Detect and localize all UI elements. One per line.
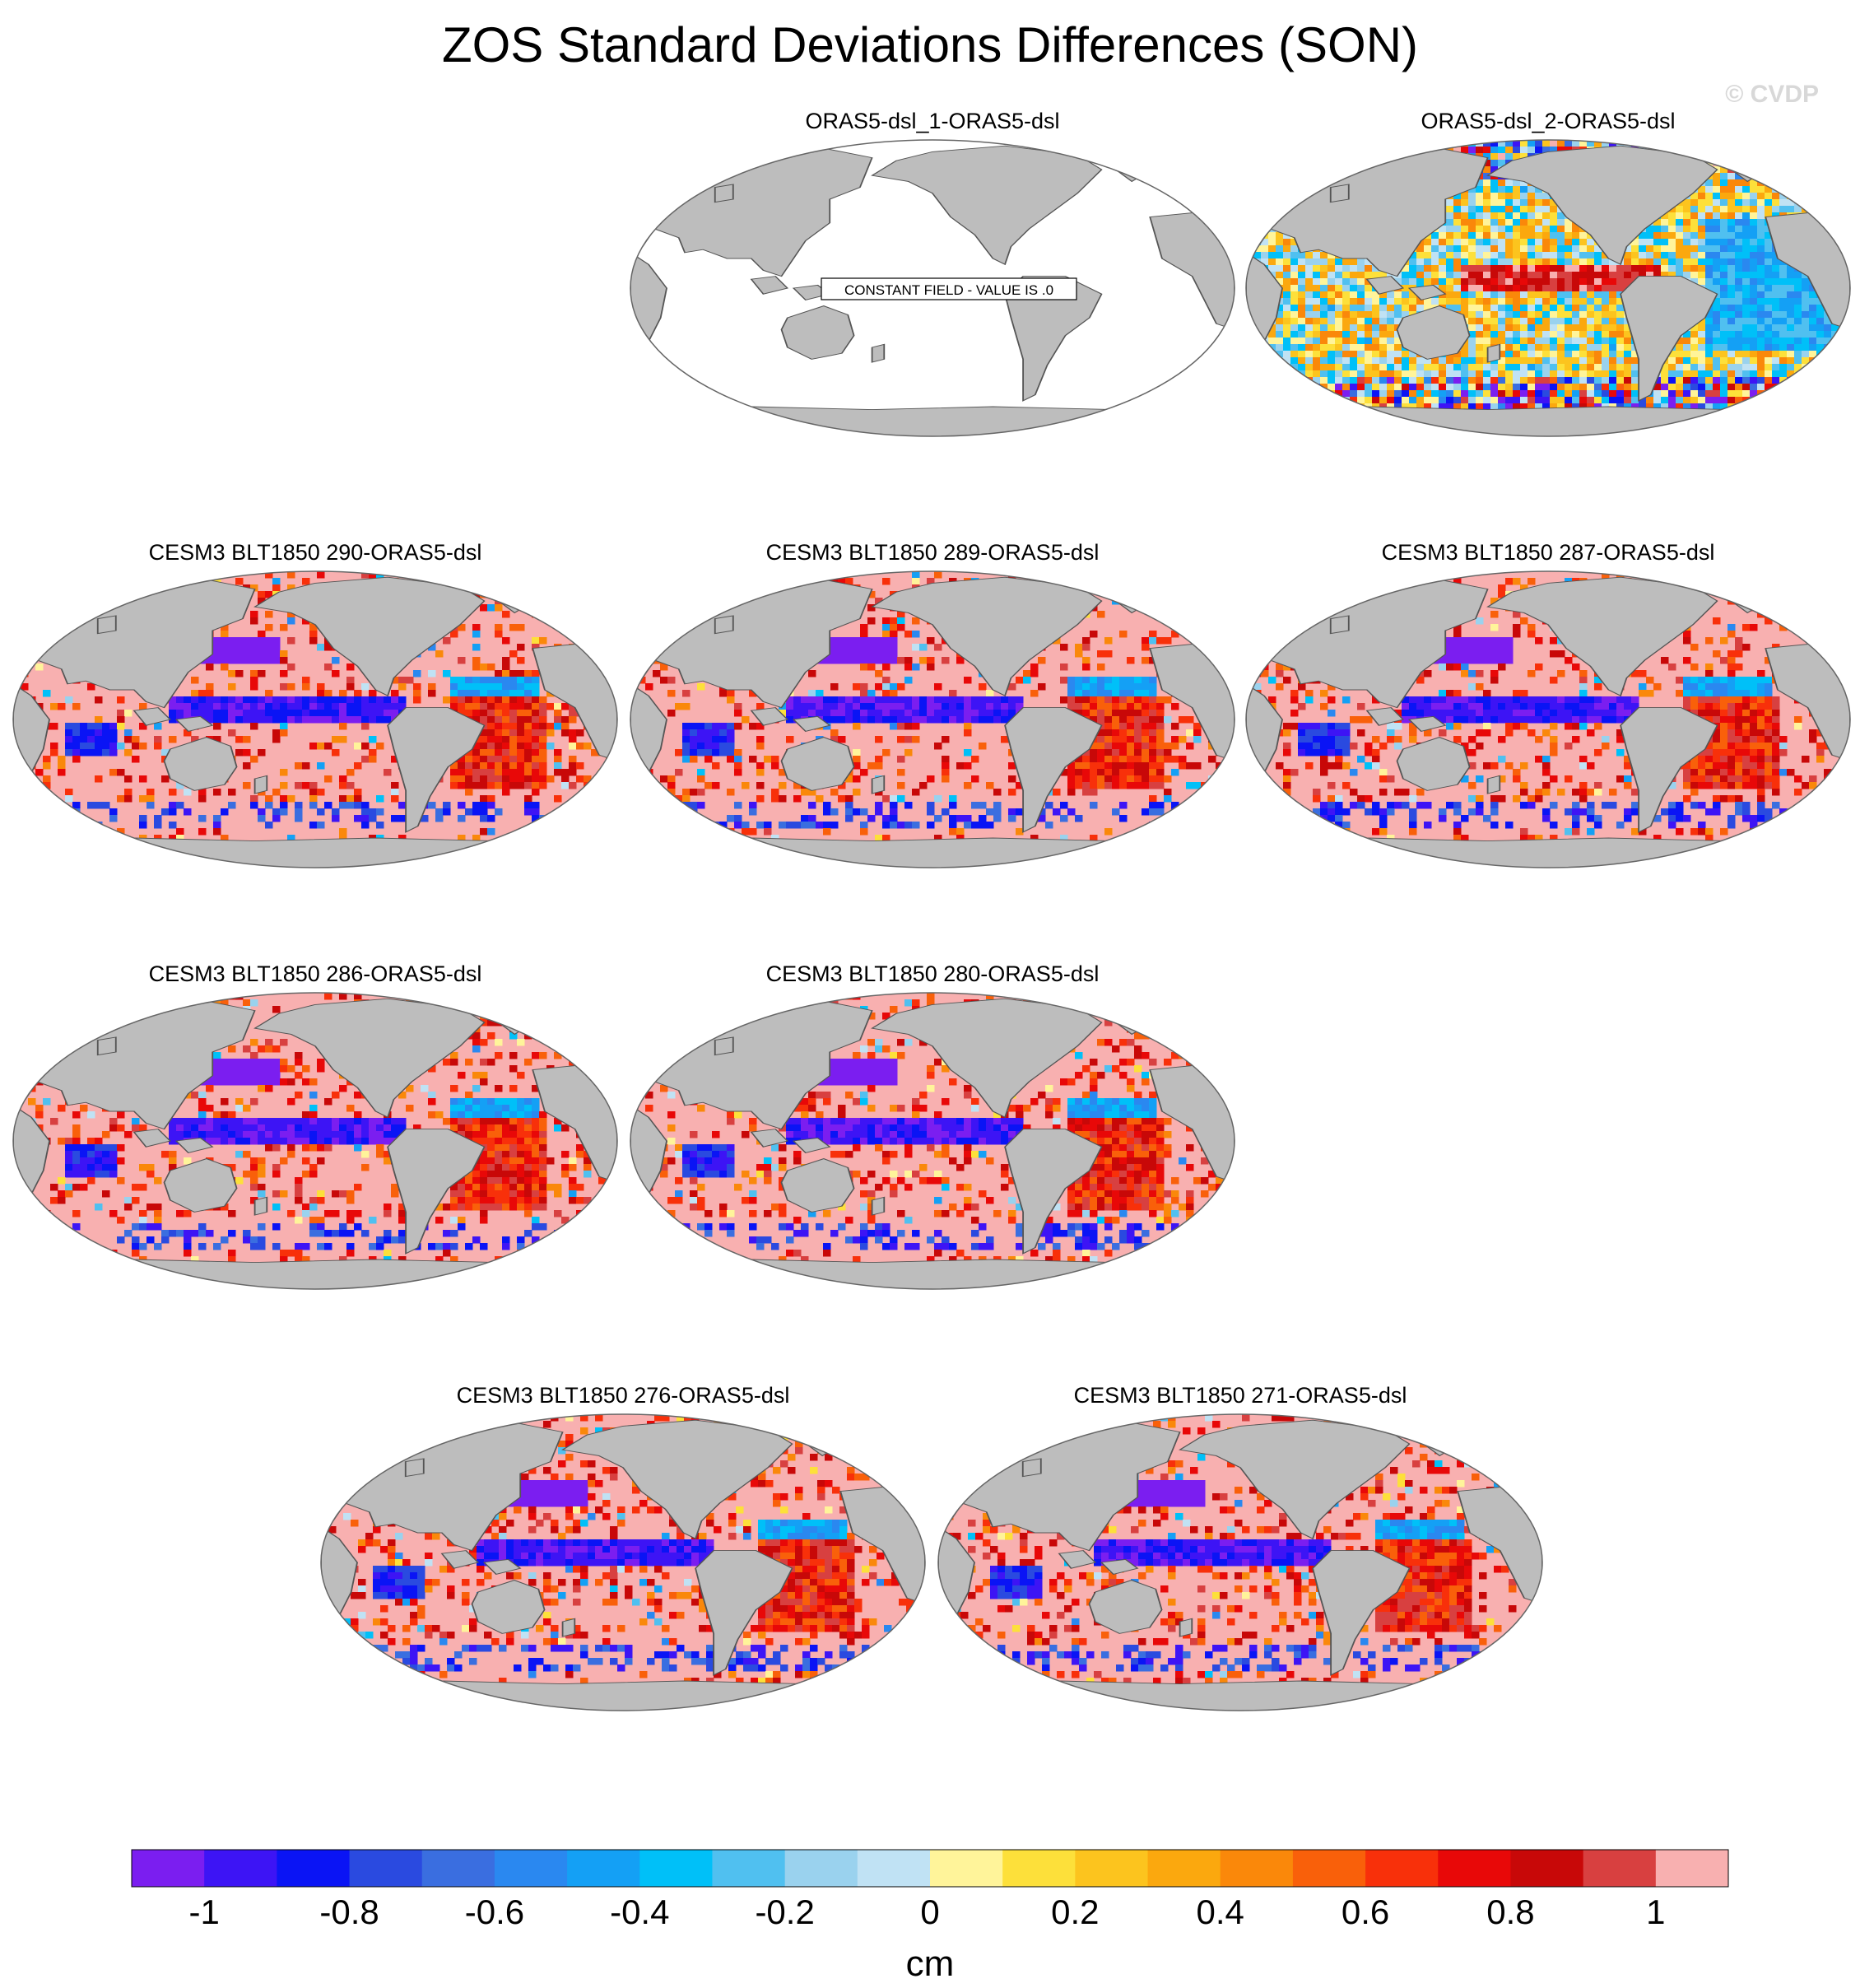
colorbar-tick-label: 0 xyxy=(920,1893,939,1931)
map-panels: ORAS5-dsl_1-ORAS5-dsl CONSTANT FIELD - VA… xyxy=(12,109,1851,1711)
panel-title: ORAS5-dsl_1-ORAS5-dsl xyxy=(805,109,1059,133)
colorbar-swatch xyxy=(1147,1850,1221,1887)
map-panel: CESM3 BLT1850 287-ORAS5-dsl xyxy=(1245,540,1851,868)
map-field xyxy=(938,1414,1542,1711)
map-panel: CESM3 BLT1850 286-ORAS5-dsl xyxy=(12,961,618,1290)
colorbar-tick-label: -0.6 xyxy=(465,1893,524,1931)
map-panel: CESM3 BLT1850 280-ORAS5-dsl xyxy=(630,961,1235,1290)
colorbar-swatch xyxy=(494,1850,568,1887)
map-panel: CESM3 BLT1850 289-ORAS5-dsl xyxy=(630,540,1235,868)
map-field xyxy=(630,571,1235,868)
colorbar-swatch xyxy=(1365,1850,1439,1887)
colorbar-swatch xyxy=(567,1850,640,1887)
panel-title: CESM3 BLT1850 286-ORAS5-dsl xyxy=(149,961,482,986)
panel-title: CESM3 BLT1850 271-ORAS5-dsl xyxy=(1074,1383,1407,1408)
colorbar-swatch xyxy=(421,1850,495,1887)
colorbar-tick-label: -1 xyxy=(189,1893,220,1931)
colorbar-swatch xyxy=(857,1850,931,1887)
map-panel: CESM3 BLT1850 290-ORAS5-dsl xyxy=(12,540,618,868)
constant-field-note: CONSTANT FIELD - VALUE IS .0 xyxy=(844,282,1053,298)
panel-title: CESM3 BLT1850 289-ORAS5-dsl xyxy=(766,540,1100,565)
panel-title: CESM3 BLT1850 276-ORAS5-dsl xyxy=(457,1383,790,1408)
colorbar-swatch xyxy=(1002,1850,1076,1887)
panel-title: CESM3 BLT1850 287-ORAS5-dsl xyxy=(1382,540,1715,565)
panel-title: CESM3 BLT1850 280-ORAS5-dsl xyxy=(766,961,1100,986)
colorbar-swatch xyxy=(1510,1850,1584,1887)
figure-title: ZOS Standard Deviations Differences (SON… xyxy=(442,17,1418,72)
map-panel: ORAS5-dsl_1-ORAS5-dsl CONSTANT FIELD - VA… xyxy=(630,109,1235,437)
colorbar-tick-label: -0.8 xyxy=(319,1893,379,1931)
colorbar: -1 -0.8 -0.6 -0.4 -0.2 0 0.2 0.4 0.6 0.8 1 xyxy=(131,1849,1729,1931)
colorbar-tick-label: 0.8 xyxy=(1486,1893,1534,1931)
colorbar-swatch xyxy=(639,1850,713,1887)
colorbar-unit-label: cm xyxy=(906,1944,955,1984)
colorbar-swatch xyxy=(930,1850,1003,1887)
colorbar-tick-label: -0.4 xyxy=(610,1893,669,1931)
panel-title: CESM3 BLT1850 290-ORAS5-dsl xyxy=(149,540,482,565)
colorbar-swatch xyxy=(784,1850,858,1887)
map-panel: ORAS5-dsl_2-ORAS5-dsl xyxy=(1245,109,1851,437)
colorbar-swatch xyxy=(1075,1850,1149,1887)
colorbar-swatch xyxy=(349,1850,423,1887)
colorbar-swatch xyxy=(132,1850,205,1887)
colorbar-swatch xyxy=(1583,1850,1657,1887)
panel-title: ORAS5-dsl_2-ORAS5-dsl xyxy=(1421,109,1675,133)
colorbar-swatch xyxy=(1220,1850,1294,1887)
colorbar-swatch xyxy=(277,1850,351,1887)
colorbar-tick-label: 0.4 xyxy=(1197,1893,1244,1931)
map-panel: CESM3 BLT1850 271-ORAS5-dsl xyxy=(937,1383,1543,1711)
watermark: © CVDP xyxy=(1725,81,1819,108)
map-panel: CESM3 BLT1850 276-ORAS5-dsl xyxy=(320,1383,926,1711)
colorbar-tick-label: 0.2 xyxy=(1051,1893,1099,1931)
colorbar-swatch xyxy=(712,1850,786,1887)
colorbar-tick-label: -0.2 xyxy=(755,1893,814,1931)
colorbar-tick-label: 1 xyxy=(1646,1893,1665,1931)
colorbar-swatch xyxy=(1655,1850,1729,1887)
colorbar-swatch xyxy=(1438,1850,1511,1887)
colorbar-swatch xyxy=(1292,1850,1366,1887)
colorbar-swatch xyxy=(204,1850,277,1887)
colorbar-tick-label: 0.6 xyxy=(1342,1893,1389,1931)
map-field xyxy=(13,993,617,1289)
